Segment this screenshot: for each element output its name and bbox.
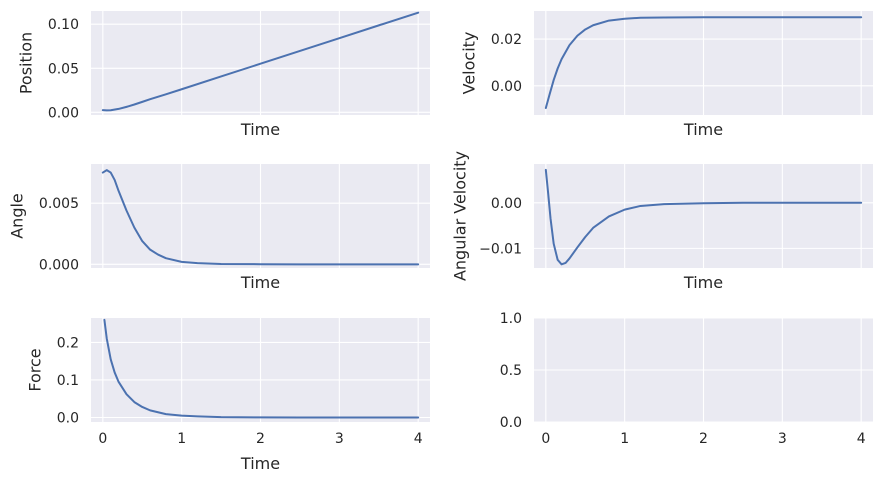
y-axis-label: Velocity: [459, 32, 478, 95]
x-tick-label: 3: [335, 431, 344, 447]
subplot-3: 0.000 0.005 Time Angle: [8, 164, 430, 292]
x-tick-label: 2: [256, 431, 265, 447]
y-tick-label: 0.00: [491, 79, 522, 95]
x-tick-label: 4: [857, 431, 866, 447]
series-line-position: [101, 11, 420, 112]
y-axis-label: Angular Velocity: [451, 151, 470, 281]
series-line-angle: [101, 169, 420, 266]
x-axis-label: Time: [240, 454, 280, 473]
y-tick-label: 1.0: [500, 311, 522, 327]
y-tick-label: 0.005: [39, 196, 79, 212]
y-tick-label: 0.05: [48, 61, 79, 77]
series-line-angular-velocity: [544, 168, 863, 266]
x-axis-label: Time: [683, 273, 723, 292]
y-tick-label: 0.1: [57, 373, 79, 389]
subplot-4: −0.01 0.00 Time Angular Velocity: [451, 151, 873, 292]
x-axis-label: Time: [240, 273, 280, 292]
y-tick-label: 0.0: [500, 415, 522, 431]
y-tick-label: 0.00: [48, 105, 79, 121]
y-axis-label: Angle: [8, 193, 27, 239]
subplot-5: 0 1 2 3 4 0.0 0.1 0.2 Time Force: [25, 318, 430, 473]
y-axis-label: Force: [25, 348, 44, 391]
x-tick-label: 1: [177, 431, 186, 447]
y-tick-label: 0.000: [39, 257, 79, 273]
x-tick-label: 2: [699, 431, 708, 447]
series-line-velocity: [544, 16, 863, 109]
y-tick-label: 0.0: [57, 410, 79, 426]
x-tick-label: 0: [541, 431, 550, 447]
y-tick-label: 0.2: [57, 335, 79, 351]
subplot-6: 0 1 2 3 4 0.0 0.5 1.0: [500, 311, 873, 447]
x-axis-label: Time: [240, 120, 280, 139]
x-tick-label: 3: [778, 431, 787, 447]
y-tick-label: 0.02: [491, 32, 522, 48]
x-tick-label: 0: [98, 431, 107, 447]
y-tick-label: 0.00: [491, 196, 522, 212]
x-tick-label: 4: [414, 431, 423, 447]
subplot-2: 0.00 0.02 Time Velocity: [459, 11, 873, 139]
y-tick-label: 0.5: [500, 363, 522, 379]
y-axis-label: Position: [16, 32, 35, 94]
series-line-force: [103, 318, 420, 419]
y-tick-label: 0.10: [48, 17, 79, 33]
subplot-1: 0.00 0.05 0.10 Time Position: [16, 11, 430, 139]
x-tick-label: 1: [620, 431, 629, 447]
y-tick-label: −0.01: [479, 241, 522, 257]
x-axis-label: Time: [683, 120, 723, 139]
